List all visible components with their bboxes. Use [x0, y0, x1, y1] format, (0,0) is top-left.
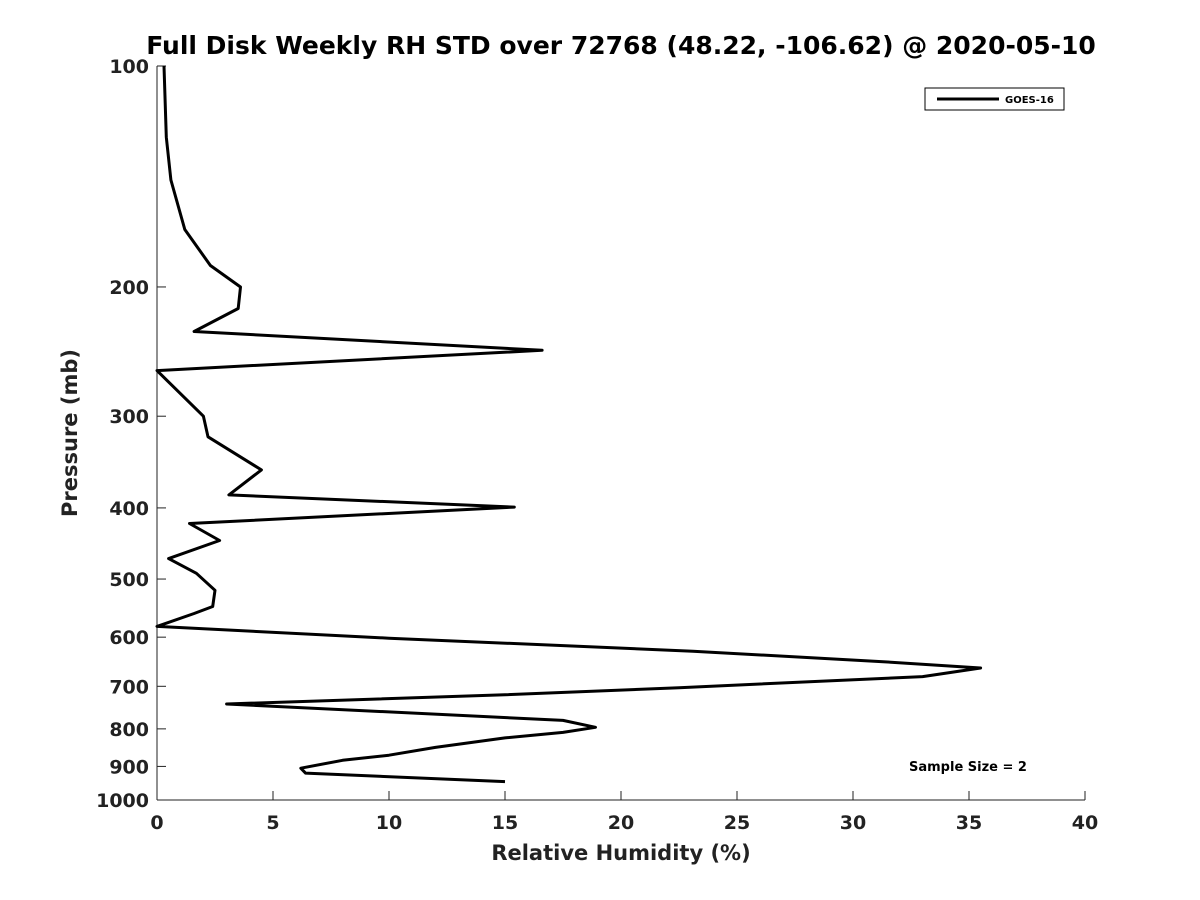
- y-tick-label: 1000: [96, 790, 149, 812]
- y-tick-label: 500: [109, 569, 149, 591]
- y-axis-label: Pressure (mb): [58, 349, 82, 517]
- y-tick-label: 200: [109, 277, 149, 299]
- x-tick-label: 30: [840, 812, 866, 834]
- x-tick-label: 15: [492, 812, 518, 834]
- y-tick-label: 800: [109, 719, 149, 741]
- x-tick-label: 20: [608, 812, 634, 834]
- x-tick-label: 40: [1072, 812, 1098, 834]
- x-tick-label: 10: [376, 812, 402, 834]
- ticks: 0 5 10 15 20 25 30 35 40 100 200 300 400 500 600 700 800…: [96, 56, 1098, 834]
- series-layer: [155, 65, 983, 784]
- legend-label: GOES-16: [1005, 95, 1054, 106]
- sample-size-note: Sample Size = 2: [909, 760, 1027, 775]
- legend: GOES-16: [924, 87, 1065, 111]
- x-axis-label: Relative Humidity (%): [491, 841, 750, 865]
- series-line-0: [155, 65, 983, 784]
- x-tick-label: 5: [266, 812, 279, 834]
- y-tick-label: 400: [109, 498, 149, 520]
- x-tick-label: 35: [956, 812, 982, 834]
- y-tick-label: 700: [109, 676, 149, 698]
- x-tick-label: 0: [150, 812, 163, 834]
- y-tick-label: 100: [109, 56, 149, 78]
- chart-title: Full Disk Weekly RH STD over 72768 (48.2…: [146, 31, 1096, 60]
- y-tick-label: 900: [109, 756, 149, 778]
- x-tick-label: 25: [724, 812, 750, 834]
- y-tick-label: 300: [109, 406, 149, 428]
- y-tick-label: 600: [109, 627, 149, 649]
